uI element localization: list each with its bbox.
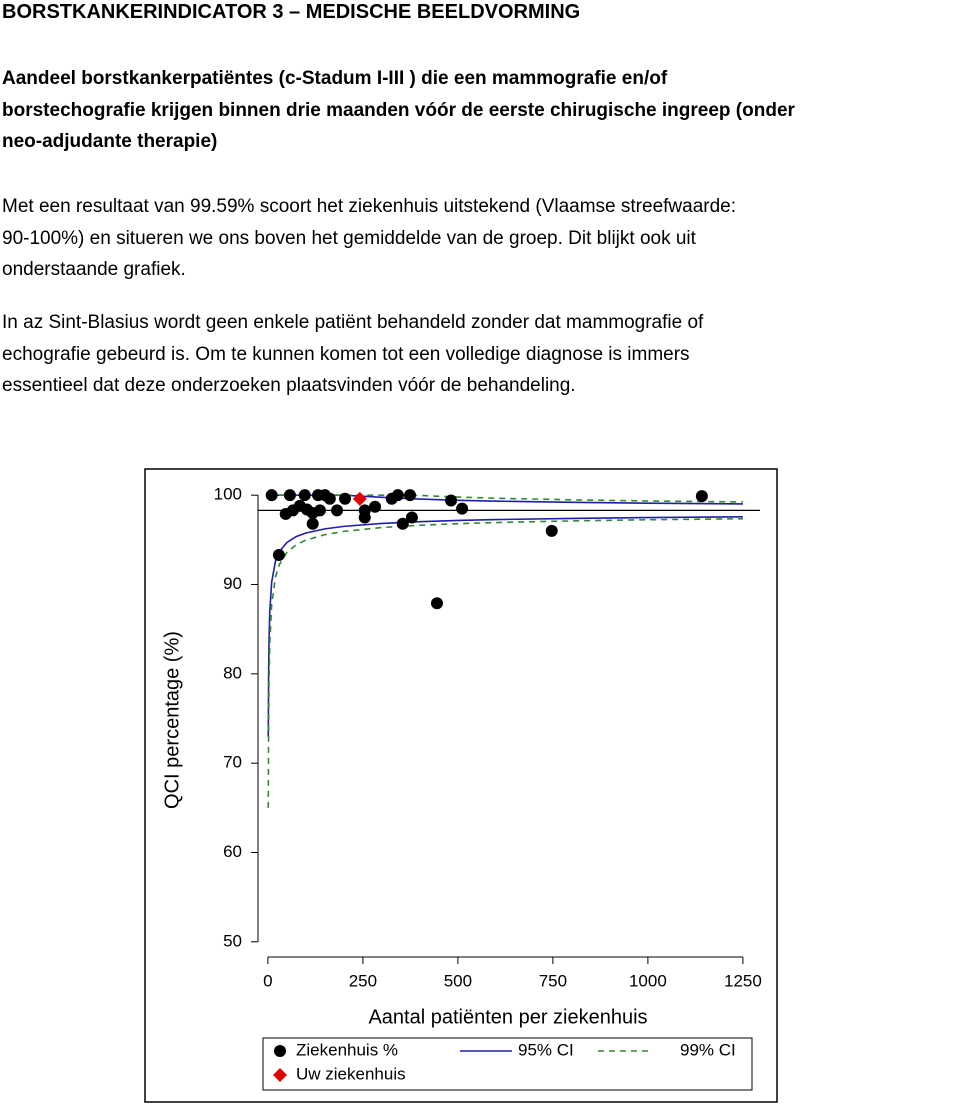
data-point [358, 511, 371, 524]
legend-symbol [273, 1068, 287, 1082]
y-tick-label: 80 [223, 663, 242, 682]
x-tick-label: 0 [263, 971, 272, 990]
x-tick-label: 500 [444, 971, 472, 990]
text-line: neo-adjudante therapie) [2, 131, 218, 152]
data-point [385, 492, 398, 505]
text-line: echografie gebeurd is. Om te kunnen kome… [2, 343, 690, 365]
legend-label: Uw ziekenhuis [296, 1064, 406, 1083]
y-axis-title: QCI percentage (%) [161, 631, 183, 809]
x-tick-label: 250 [349, 971, 377, 990]
data-point [695, 490, 708, 503]
text-line: In az Sint-Blasius wordt geen enkele pat… [2, 312, 704, 333]
data-point [283, 489, 296, 502]
doc-title: BORSTKANKERINDICATOR 3 – MEDISCHE BEELDV… [2, 1, 581, 23]
x-axis-title: Aantal patiënten per ziekenhuis [368, 1006, 647, 1028]
x-tick-label: 1250 [724, 971, 762, 990]
y-tick-label: 90 [223, 574, 242, 593]
text-line: essentieel dat deze onderzoeken plaatsvi… [2, 375, 576, 396]
y-tick-label: 50 [223, 931, 242, 950]
y-tick-label: 100 [214, 485, 242, 504]
highlight-point [352, 491, 367, 506]
data-point [331, 504, 344, 517]
data-point [445, 494, 458, 507]
legend-label: Ziekenhuis % [296, 1040, 398, 1059]
x-tick-label: 1000 [629, 971, 667, 990]
text-line: Aandeel borstkankerpatiëntes (c-Stadum I… [2, 68, 668, 89]
legend-frame [262, 1037, 753, 1091]
data-point [323, 492, 336, 505]
data-point [272, 549, 285, 562]
data-point [430, 597, 443, 610]
y-tick-label: 70 [223, 753, 242, 772]
text-line: 90-100%) en situeren we ons boven het ge… [2, 227, 696, 249]
data-point [396, 517, 409, 530]
text-line: borstechografie krijgen binnen drie maan… [2, 99, 795, 121]
chart-frame [144, 468, 778, 1103]
data-point [456, 502, 469, 515]
legend-label: 99% CI [680, 1040, 736, 1059]
legend-label: 95% CI [518, 1040, 574, 1059]
data-point [298, 489, 311, 502]
x-tick-label: 750 [539, 971, 567, 990]
data-point [339, 492, 352, 505]
ci-lower-line [267, 516, 743, 737]
legend-symbol [274, 1045, 286, 1057]
text-line: Met een resultaat van 99.59% scoort het … [2, 196, 737, 217]
y-tick-label: 60 [223, 842, 242, 861]
data-point [369, 500, 382, 513]
data-point [545, 524, 558, 537]
data-point [313, 504, 326, 517]
data-point [404, 489, 417, 502]
data-point [306, 517, 319, 530]
data-point [265, 489, 278, 502]
data-point [405, 511, 418, 524]
text-line: onderstaande grafiek. [2, 259, 186, 280]
